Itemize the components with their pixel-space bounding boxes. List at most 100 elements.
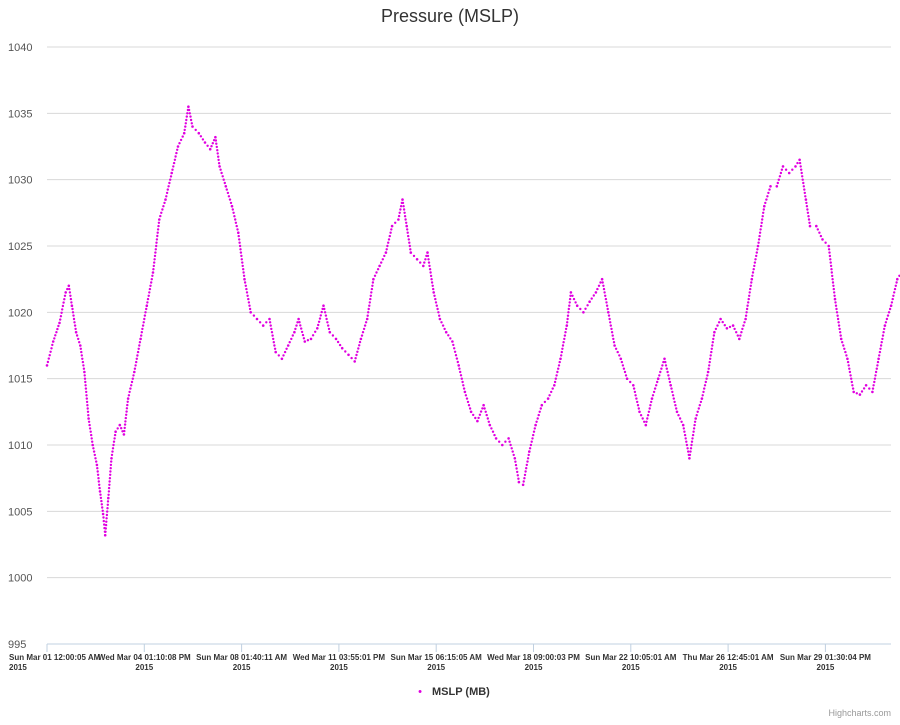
- data-point[interactable]: [707, 367, 710, 370]
- data-point[interactable]: [138, 344, 141, 347]
- data-point[interactable]: [271, 334, 274, 337]
- data-point[interactable]: [237, 234, 240, 238]
- data-point[interactable]: [755, 251, 758, 254]
- data-point[interactable]: [126, 400, 129, 403]
- data-point[interactable]: [57, 324, 60, 328]
- data-point[interactable]: [176, 148, 179, 151]
- data-point[interactable]: [170, 171, 173, 175]
- data-point[interactable]: [667, 374, 670, 377]
- data-point[interactable]: [68, 287, 71, 291]
- data-point[interactable]: [140, 334, 143, 337]
- data-point[interactable]: [750, 277, 754, 281]
- data-point[interactable]: [114, 430, 117, 434]
- data-point[interactable]: [884, 321, 888, 324]
- data-point[interactable]: [370, 291, 373, 294]
- data-point[interactable]: [236, 228, 239, 231]
- data-point[interactable]: [675, 410, 679, 414]
- data-point[interactable]: [693, 423, 696, 427]
- data-point[interactable]: [54, 334, 57, 337]
- data-point[interactable]: [285, 347, 288, 350]
- data-point[interactable]: [753, 264, 756, 268]
- data-point[interactable]: [98, 486, 101, 490]
- data-point[interactable]: [609, 324, 612, 327]
- data-point[interactable]: [728, 325, 732, 329]
- data-point[interactable]: [214, 135, 217, 139]
- data-point[interactable]: [486, 417, 489, 420]
- data-point[interactable]: [403, 211, 406, 214]
- data-point[interactable]: [757, 241, 760, 244]
- data-point[interactable]: [708, 364, 711, 367]
- data-point[interactable]: [92, 447, 95, 450]
- data-point[interactable]: [778, 175, 782, 178]
- data-point[interactable]: [404, 218, 407, 221]
- data-point[interactable]: [488, 423, 492, 427]
- data-point[interactable]: [690, 440, 694, 443]
- data-point[interactable]: [855, 392, 858, 395]
- data-point[interactable]: [799, 165, 802, 168]
- data-point[interactable]: [102, 516, 105, 519]
- data-point[interactable]: [165, 195, 168, 198]
- data-point[interactable]: [358, 340, 362, 344]
- data-point[interactable]: [132, 374, 135, 377]
- data-point[interactable]: [422, 264, 425, 268]
- data-point[interactable]: [702, 390, 705, 394]
- data-point[interactable]: [323, 307, 326, 311]
- data-point[interactable]: [133, 367, 137, 370]
- data-point[interactable]: [833, 297, 837, 301]
- data-point[interactable]: [217, 162, 221, 165]
- data-point[interactable]: [605, 304, 609, 307]
- data-point[interactable]: [629, 380, 632, 384]
- data-point[interactable]: [125, 410, 128, 413]
- data-point[interactable]: [751, 274, 754, 277]
- data-point[interactable]: [491, 430, 495, 433]
- data-point[interactable]: [708, 360, 711, 364]
- data-point[interactable]: [693, 420, 697, 423]
- data-point[interactable]: [387, 238, 391, 241]
- data-point[interactable]: [716, 324, 719, 327]
- data-point[interactable]: [419, 261, 422, 264]
- data-point[interactable]: [689, 450, 692, 453]
- data-point[interactable]: [738, 337, 741, 341]
- data-point[interactable]: [222, 178, 225, 181]
- data-point[interactable]: [105, 520, 108, 523]
- data-point[interactable]: [846, 357, 849, 361]
- data-point[interactable]: [79, 347, 83, 350]
- data-point[interactable]: [426, 251, 429, 254]
- data-point[interactable]: [384, 251, 388, 254]
- data-point[interactable]: [645, 420, 648, 423]
- data-point[interactable]: [113, 437, 116, 440]
- data-point[interactable]: [876, 364, 879, 367]
- data-point[interactable]: [350, 356, 353, 360]
- data-point[interactable]: [483, 407, 486, 410]
- data-point[interactable]: [240, 254, 243, 258]
- data-point[interactable]: [344, 350, 347, 353]
- data-point[interactable]: [862, 387, 866, 390]
- data-point[interactable]: [399, 205, 403, 208]
- data-point[interactable]: [81, 360, 85, 364]
- data-point[interactable]: [643, 420, 646, 423]
- data-point[interactable]: [684, 437, 687, 440]
- data-point[interactable]: [711, 341, 714, 344]
- data-point[interactable]: [586, 304, 589, 307]
- legend-label[interactable]: MSLP (MB): [432, 686, 490, 698]
- data-point[interactable]: [641, 417, 644, 420]
- data-point[interactable]: [112, 440, 116, 443]
- data-point[interactable]: [110, 460, 113, 463]
- data-point[interactable]: [761, 218, 764, 221]
- data-point[interactable]: [245, 291, 249, 294]
- data-point[interactable]: [111, 450, 114, 453]
- data-point[interactable]: [656, 380, 659, 384]
- data-point[interactable]: [408, 241, 411, 244]
- data-point[interactable]: [378, 264, 381, 268]
- data-point[interactable]: [106, 500, 110, 503]
- data-point[interactable]: [156, 231, 159, 234]
- data-point[interactable]: [464, 394, 468, 397]
- data-point[interactable]: [58, 321, 61, 325]
- data-point[interactable]: [608, 317, 611, 321]
- data-point[interactable]: [749, 284, 752, 287]
- data-point[interactable]: [85, 390, 88, 394]
- data-point[interactable]: [674, 404, 677, 407]
- data-point[interactable]: [513, 457, 517, 460]
- data-point[interactable]: [539, 407, 542, 410]
- data-point[interactable]: [49, 350, 52, 353]
